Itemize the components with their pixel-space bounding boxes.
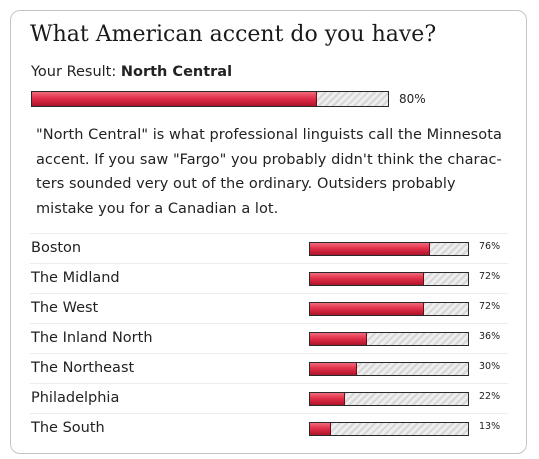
list-item-label: The Northeast [31,360,135,376]
list-item-percent: 76% [479,241,501,252]
result-progress-bar [31,91,389,107]
list-item-bar [309,422,469,436]
list-item-bar-fill [310,273,424,285]
list-item-bar [309,332,469,346]
result-line: Your Result: North Central [31,64,232,80]
list-item-label: The West [31,300,99,316]
list-item-bar [309,242,469,256]
list-item-percent: 72% [479,271,501,282]
list-item-label: The South [31,420,105,436]
list-item-label: The Midland [31,270,120,286]
other-results-list: Boston 76% The Midland 72% The West 72% … [30,233,508,443]
list-item-percent: 72% [479,301,501,312]
result-prefix: Your Result: [31,64,117,80]
list-item-label: Philadelphia [31,390,120,406]
list-item: The Midland 72% [30,263,508,293]
quiz-title: What American accent do you have? [30,22,437,47]
result-percent: 80% [399,92,426,106]
list-item-bar-fill [310,303,424,315]
list-item-percent: 13% [479,421,501,432]
list-item: The Inland North 36% [30,323,508,353]
list-item: The Northeast 30% [30,353,508,383]
result-description: "North Central" is what professional lin… [36,127,502,217]
list-item: Philadelphia 22% [30,383,508,413]
list-item-bar-fill [310,423,331,435]
list-item-percent: 30% [479,361,501,372]
list-item-bar-fill [310,393,345,405]
list-item: The South 13% [30,413,508,443]
list-item-bar [309,272,469,286]
result-name: North Central [120,64,233,80]
quiz-result-card: What American accent do you have? Your R… [10,10,527,454]
result-progress-fill [32,92,317,106]
list-item-bar-fill [310,363,358,375]
list-item-bar [309,362,469,376]
list-item-percent: 36% [479,331,501,342]
list-item-bar [309,302,469,316]
list-item-bar-fill [310,333,367,345]
list-item-bar [309,392,469,406]
list-item: The West 72% [30,293,508,323]
list-item: Boston 76% [30,233,508,263]
list-item-percent: 22% [479,391,501,402]
list-item-label: Boston [31,240,82,256]
list-item-label: The Inland North [31,330,153,346]
list-item-bar-fill [310,243,431,255]
